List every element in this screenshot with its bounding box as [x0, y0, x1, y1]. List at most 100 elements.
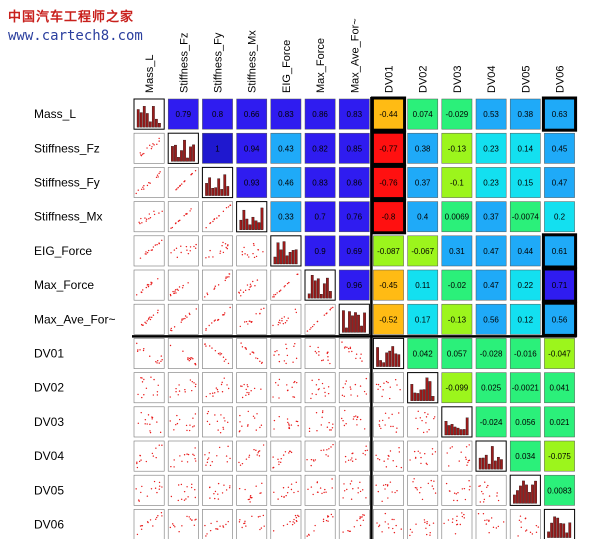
scatter-point	[255, 313, 257, 315]
scatter-point	[447, 519, 450, 521]
scatter-point	[248, 498, 251, 500]
correlation-value: 0.85	[347, 144, 363, 153]
scatter-point	[209, 497, 211, 499]
scatter-point	[227, 520, 229, 523]
correlation-cell	[475, 269, 507, 301]
scatter-cell	[304, 509, 336, 539]
scatter-point	[205, 257, 207, 259]
scatter-point	[186, 453, 188, 455]
scatter-point	[176, 288, 178, 291]
scatter-point	[386, 485, 389, 487]
scatter-point	[359, 481, 361, 484]
watermark-title: 中国汽车工程师之家	[8, 10, 135, 25]
scatter-point	[214, 350, 217, 352]
correlation-cell	[475, 235, 507, 267]
histogram-bar	[354, 312, 357, 333]
scatter-point	[205, 227, 207, 229]
scatter-point	[146, 320, 148, 322]
scatter-point	[395, 465, 398, 468]
scatter-point	[349, 386, 351, 388]
scatter-point	[421, 498, 424, 501]
correlation-cell	[544, 201, 575, 233]
correlation-value: 0.22	[518, 281, 534, 290]
histogram-bar	[248, 224, 252, 230]
scatter-cell	[133, 235, 165, 267]
scatter-point	[486, 486, 488, 488]
histogram-bar	[223, 174, 227, 196]
scatter-point	[213, 392, 216, 394]
scatter-point	[155, 518, 157, 520]
scatter-point	[359, 490, 362, 493]
correlation-cell	[373, 132, 404, 164]
histogram-bar	[550, 522, 553, 538]
scatter-point	[149, 318, 152, 321]
scatter-point	[143, 378, 145, 381]
column-label: Max_Ave_For~	[349, 18, 361, 93]
scatter-point	[366, 449, 369, 451]
scatter-point	[158, 137, 160, 140]
histogram-bar	[547, 531, 550, 538]
scatter-point	[424, 521, 426, 524]
scatter-point	[153, 213, 156, 216]
histogram-cell	[236, 201, 268, 233]
scatter-point	[256, 413, 258, 415]
histogram-bar	[453, 426, 457, 436]
scatter-point	[315, 352, 318, 354]
scatter-point	[243, 321, 246, 323]
scatter-point	[192, 426, 194, 428]
scatter-point	[139, 525, 142, 527]
scatter-point	[377, 388, 379, 391]
scatter-cell	[338, 406, 370, 438]
histogram-bar	[360, 325, 363, 333]
correlation-cell	[236, 98, 268, 130]
scatter-point	[227, 387, 230, 390]
scatter-point	[424, 453, 426, 455]
column-label: DV06	[555, 65, 567, 93]
scatter-point	[360, 516, 362, 518]
correlation-value: 0.041	[549, 384, 570, 393]
correlation-cell	[373, 303, 404, 335]
correlation-cell	[407, 303, 439, 335]
scatter-point	[321, 359, 323, 362]
scatter-point	[223, 484, 225, 486]
scatter-point	[223, 417, 225, 419]
correlation-cell	[441, 372, 473, 404]
scatter-point	[365, 497, 367, 499]
correlation-value: 0.23	[483, 179, 499, 188]
scatter-point	[272, 530, 275, 532]
scatter-point	[193, 382, 195, 384]
scatter-point	[280, 458, 282, 460]
scatter-point	[343, 483, 345, 485]
scatter-point	[238, 292, 241, 294]
scatter-point	[225, 277, 227, 280]
scatter-point	[356, 519, 358, 522]
histogram-bar	[444, 421, 448, 436]
scatter-cell	[441, 474, 473, 506]
scatter-point	[217, 391, 219, 393]
scatter-point	[225, 455, 228, 457]
scatter-point	[350, 388, 352, 390]
scatter-point	[205, 464, 207, 466]
correlation-value: 0.11	[415, 281, 431, 290]
scatter-point	[520, 521, 522, 523]
correlation-value: 0.2	[554, 213, 566, 222]
scatter-point	[135, 488, 137, 490]
scatter-point	[146, 423, 148, 425]
scatter-point	[286, 282, 289, 285]
scatter-point	[325, 454, 327, 456]
scatter-point	[306, 535, 308, 537]
scatter-point	[286, 418, 289, 420]
scatter-point	[143, 394, 145, 396]
scatter-point	[325, 313, 327, 315]
scatter-point	[279, 322, 281, 324]
column-label: DV01	[384, 65, 396, 93]
scatter-point	[175, 247, 178, 250]
scatter-point	[219, 250, 222, 252]
scatter-point	[274, 293, 277, 296]
scatter-point	[383, 460, 385, 462]
histogram-bar	[553, 516, 557, 538]
scatter-point	[314, 459, 317, 461]
scatter-point	[183, 181, 185, 183]
scatter-point	[495, 527, 498, 529]
scatter-point	[361, 489, 364, 491]
